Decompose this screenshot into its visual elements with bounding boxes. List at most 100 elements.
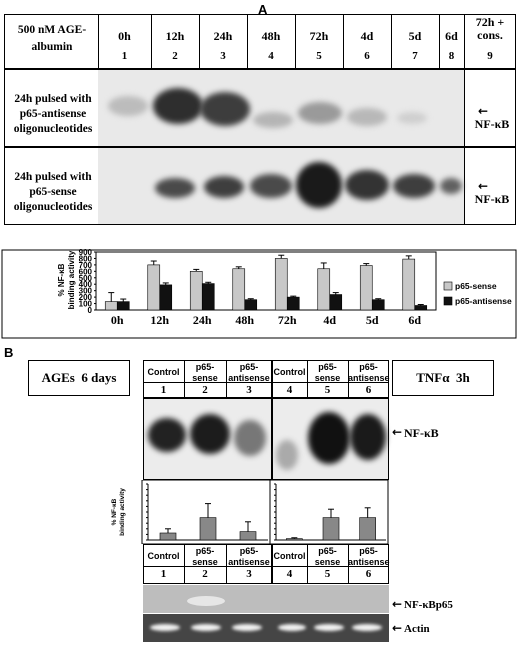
lane-number: 1 — [160, 568, 167, 580]
x-tick-label: 12h — [150, 313, 169, 327]
y-tick-label: 800 — [79, 254, 93, 263]
gel-divider — [464, 147, 465, 225]
bar-p65-sense — [104, 301, 118, 311]
legend-label: p65-antisense — [455, 296, 512, 306]
header-divider — [391, 14, 392, 69]
lane-number: 1 — [121, 50, 128, 62]
y-tick-label: 500 — [79, 274, 93, 283]
header-rule — [143, 566, 272, 567]
column-header: p65- sense — [314, 362, 341, 383]
actin-band — [352, 624, 382, 631]
bar-p65-antisense — [286, 296, 300, 311]
header-rule — [143, 382, 272, 383]
lane-number: 3 — [246, 384, 252, 396]
header-divider — [439, 14, 440, 69]
gel-row-antisense — [4, 69, 516, 147]
legend-swatch — [443, 281, 453, 291]
lane-number: 3 — [246, 568, 252, 580]
bar-p65-sense — [402, 258, 416, 311]
chart-a-plot-area — [95, 251, 437, 311]
x-tick-label: 48h — [235, 313, 254, 327]
time-label: 72h — [309, 29, 329, 43]
gel-band — [393, 174, 435, 198]
cell-divider — [184, 544, 185, 584]
gel-band — [347, 108, 387, 126]
ages-title-box — [28, 360, 130, 396]
gel-band — [148, 418, 186, 452]
gel-band — [234, 420, 266, 456]
nfkb-arrow-2: ← — [478, 179, 489, 193]
panel-a-letter: A — [258, 2, 268, 17]
y-tick-label: 700 — [79, 261, 93, 270]
y-tick-label: 200 — [79, 293, 93, 302]
time-label: 48h — [261, 29, 281, 43]
condition-label: 500 nM AGE-albumin — [17, 24, 87, 53]
gel-band — [108, 96, 148, 116]
gel-band — [296, 162, 342, 208]
gel-band — [155, 178, 195, 198]
cell-divider — [348, 360, 349, 398]
bar-p65-sense — [232, 268, 246, 311]
cell-divider — [226, 544, 227, 584]
tnf-title: TNFα 3h — [416, 370, 470, 385]
lane-number: 4 — [268, 50, 274, 62]
x-tick-label: 5d — [366, 313, 379, 327]
y-tick-label: 400 — [79, 280, 93, 289]
bar-lane-1 — [159, 532, 177, 541]
bar-p65-sense — [317, 268, 331, 311]
header-rule — [272, 382, 389, 383]
legend-label: p65-sense — [455, 281, 497, 291]
lane-number: 5 — [324, 568, 331, 580]
bar-p65-sense — [147, 264, 161, 311]
gel-p65-right — [272, 585, 389, 613]
column-header: Control — [273, 367, 306, 377]
cell-divider — [348, 544, 349, 584]
bar-lane-3 — [239, 531, 257, 541]
bar-lane-5 — [322, 517, 340, 541]
lane-number: 5 — [324, 384, 331, 396]
lane-number: 2 — [202, 568, 208, 580]
column-header: p65- antisense — [228, 546, 270, 567]
bar-p65-antisense — [244, 299, 258, 311]
bar-p65-antisense — [414, 305, 428, 311]
y-tick-label: 0 — [88, 306, 93, 315]
bar-p65-antisense — [116, 301, 130, 311]
y-axis-label: % NF-κBbinding activity — [57, 250, 76, 309]
lane-number: 4 — [286, 568, 293, 580]
column-header: Control — [147, 551, 180, 561]
gel-band — [298, 102, 342, 124]
panel-b-letter: B — [4, 345, 14, 360]
header-divider — [464, 14, 465, 69]
gel-divider — [464, 69, 465, 147]
x-tick-label: 4d — [323, 313, 336, 327]
lane-number: 4 — [286, 384, 293, 396]
column-header: p65- antisense — [348, 546, 390, 567]
y-tick-label: 900 — [79, 248, 93, 257]
lane-number: 6 — [365, 568, 372, 580]
column-header: p65- sense — [314, 546, 341, 567]
bar-p65-antisense — [329, 294, 343, 311]
nfkb-label-2: NF-κB — [474, 192, 510, 206]
chart-b-y-label: % NF-κBbinding activity — [111, 488, 126, 536]
gel-row-sense — [4, 147, 516, 225]
gel-band — [440, 178, 462, 194]
panel-a-header-table — [4, 14, 516, 69]
band-p65-lane2 — [187, 596, 225, 606]
bar-lane-4 — [286, 538, 303, 541]
lane-number: 3 — [220, 50, 226, 62]
lane-number: 6 — [364, 50, 370, 62]
header-divider-left — [98, 14, 99, 69]
gel-band — [350, 414, 386, 460]
nfkb-label-1: NF-κB — [474, 117, 510, 131]
lane-number: 2 — [172, 50, 178, 62]
nfkb-arrow-b: ← — [392, 425, 403, 439]
column-header: p65- sense — [192, 362, 218, 383]
x-tick-label: 0h — [111, 313, 124, 327]
bar-lane-6 — [359, 517, 376, 541]
actin-band — [232, 624, 262, 631]
time-label: 4d — [360, 29, 374, 43]
nfkb-label-b: NF-κB — [404, 426, 439, 440]
gel-band — [190, 414, 230, 454]
bar-p65-sense — [189, 271, 203, 311]
header-rule — [272, 566, 389, 567]
